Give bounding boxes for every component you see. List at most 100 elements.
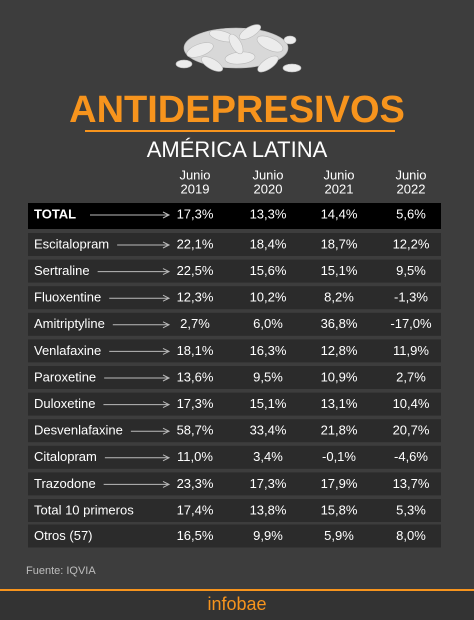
- row-label: Fluoxentine: [34, 290, 101, 305]
- cell-value: 13,7%: [393, 476, 430, 491]
- cell-value: 13,8%: [250, 502, 287, 517]
- cell-value: 11,0%: [177, 449, 213, 464]
- row-label: Total 10 primeros: [34, 502, 134, 517]
- cell-value: 10,4%: [393, 396, 430, 411]
- cell-value: 3,4%: [253, 449, 283, 464]
- cell-value: 17,4%: [177, 502, 214, 517]
- row-label: Desvenlafaxine: [34, 423, 123, 438]
- cell-value: 13,6%: [177, 369, 214, 384]
- cell-value: 15,6%: [250, 263, 287, 278]
- column-month: Junio: [323, 167, 354, 182]
- row-bg: [28, 419, 441, 443]
- cell-value: 10,9%: [321, 369, 358, 384]
- cell-value: 33,4%: [250, 423, 287, 438]
- row-bg: [28, 392, 441, 416]
- cell-value: 20,7%: [393, 423, 430, 438]
- cell-value: 10,2%: [250, 290, 287, 305]
- cell-value: 17,9%: [321, 476, 358, 491]
- cell-value: 9,9%: [253, 528, 283, 543]
- arrowhead: [162, 211, 171, 219]
- row-label: Citalopram: [34, 449, 97, 464]
- cell-value: 22,1%: [177, 236, 214, 251]
- cell-value: 12,2%: [393, 236, 430, 251]
- cell-value: 9,5%: [396, 263, 426, 278]
- row-bg: [28, 524, 441, 548]
- cell-value: 5,9%: [324, 528, 354, 543]
- cell-value: 12,3%: [177, 290, 214, 305]
- cell-value: 8,2%: [324, 290, 354, 305]
- brand: infobae: [207, 594, 266, 614]
- row-bg: [28, 445, 441, 469]
- row-bg: [28, 312, 441, 336]
- column-year: 2022: [397, 181, 426, 196]
- arrowhead: [162, 427, 171, 435]
- cell-value: 14,4%: [321, 206, 358, 221]
- cell-value: 16,3%: [250, 343, 287, 358]
- cell-value: 12,8%: [321, 343, 358, 358]
- column-year: 2021: [325, 181, 354, 196]
- row-label: Sertraline: [34, 263, 90, 278]
- cell-value: 15,8%: [321, 502, 358, 517]
- row-label: Trazodone: [34, 476, 96, 491]
- cell-value: 5,6%: [396, 206, 426, 221]
- total-row-bg: [28, 203, 441, 229]
- subtitle: AMÉRICA LATINA: [147, 137, 328, 162]
- arrowhead: [162, 268, 171, 276]
- row-bg: [28, 233, 441, 256]
- arrowhead: [162, 294, 171, 302]
- cell-value: -1,3%: [394, 290, 428, 305]
- cell-value: -17,0%: [390, 316, 432, 331]
- cell-value: 58,7%: [177, 423, 214, 438]
- row-label: Venlafaxine: [34, 343, 101, 358]
- column-year: 2019: [181, 181, 210, 196]
- arrowhead: [162, 347, 171, 355]
- cell-value: -4,6%: [394, 449, 428, 464]
- pills-illustration: [175, 24, 302, 73]
- row-label: TOTAL: [34, 206, 76, 221]
- cell-value: 18,7%: [321, 236, 358, 251]
- arrowhead: [162, 321, 171, 329]
- cell-value: -0,1%: [322, 449, 356, 464]
- cell-value: 6,0%: [253, 316, 283, 331]
- row-bg: [28, 499, 441, 522]
- arrowhead: [162, 401, 171, 409]
- cell-value: 15,1%: [250, 396, 287, 411]
- cell-value: 21,8%: [321, 423, 358, 438]
- cell-value: 18,1%: [177, 343, 214, 358]
- cell-value: 17,3%: [250, 476, 287, 491]
- arrowhead: [162, 374, 171, 382]
- source: Fuente: IQVIA: [26, 565, 96, 577]
- footer-bar: [0, 590, 474, 620]
- arrowhead: [162, 241, 171, 249]
- row-label: Amitriptyline: [34, 316, 105, 331]
- row-bg: [28, 472, 441, 496]
- cell-value: 2,7%: [180, 316, 210, 331]
- cell-value: 36,8%: [321, 316, 358, 331]
- row-label: Escitalopram: [34, 236, 109, 251]
- row-bg: [28, 286, 441, 310]
- cell-value: 16,5%: [177, 528, 214, 543]
- column-month: Junio: [252, 167, 283, 182]
- cell-value: 8,0%: [396, 528, 426, 543]
- cell-value: 17,3%: [177, 206, 214, 221]
- cell-value: 11,9%: [393, 343, 429, 358]
- cell-value: 22,5%: [177, 263, 214, 278]
- row-bg: [28, 366, 441, 389]
- cell-value: 13,3%: [250, 206, 287, 221]
- row-label: Paroxetine: [34, 369, 96, 384]
- cell-value: 23,3%: [177, 476, 214, 491]
- row-label: Otros (57): [34, 528, 93, 543]
- row-label: Duloxetine: [34, 396, 95, 411]
- column-month: Junio: [179, 167, 210, 182]
- cell-value: 9,5%: [253, 369, 283, 384]
- cell-value: 15,1%: [321, 263, 358, 278]
- table: Junio2019Junio2020Junio2021Junio2022TOTA…: [28, 167, 441, 548]
- row-bg: [28, 259, 441, 283]
- column-month: Junio: [395, 167, 426, 182]
- cell-value: 2,7%: [396, 369, 426, 384]
- arrowhead: [162, 480, 171, 488]
- cell-value: 5,3%: [396, 502, 426, 517]
- arrowhead: [162, 454, 171, 462]
- cell-value: 17,3%: [177, 396, 214, 411]
